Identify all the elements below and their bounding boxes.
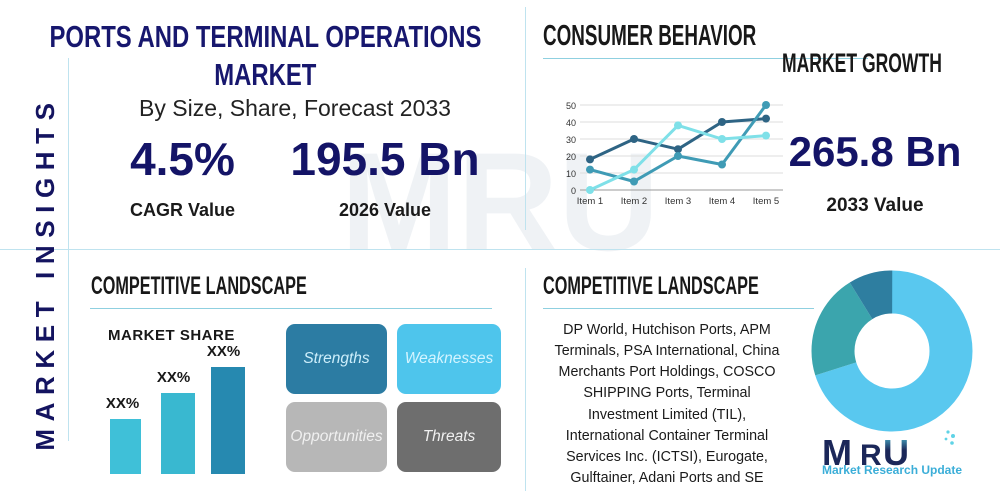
- svg-text:50: 50: [566, 101, 576, 111]
- svg-text:Item 5: Item 5: [753, 196, 779, 207]
- svg-text:0: 0: [571, 186, 576, 196]
- svg-text:Item 4: Item 4: [709, 196, 735, 207]
- svg-text:40: 40: [566, 118, 576, 128]
- svg-text:20: 20: [566, 152, 576, 162]
- svg-text:10: 10: [566, 169, 576, 179]
- svg-text:Item 3: Item 3: [665, 196, 691, 207]
- svg-text:Item 1: Item 1: [577, 196, 603, 207]
- svg-text:Item 2: Item 2: [621, 196, 647, 207]
- svg-text:30: 30: [566, 135, 576, 145]
